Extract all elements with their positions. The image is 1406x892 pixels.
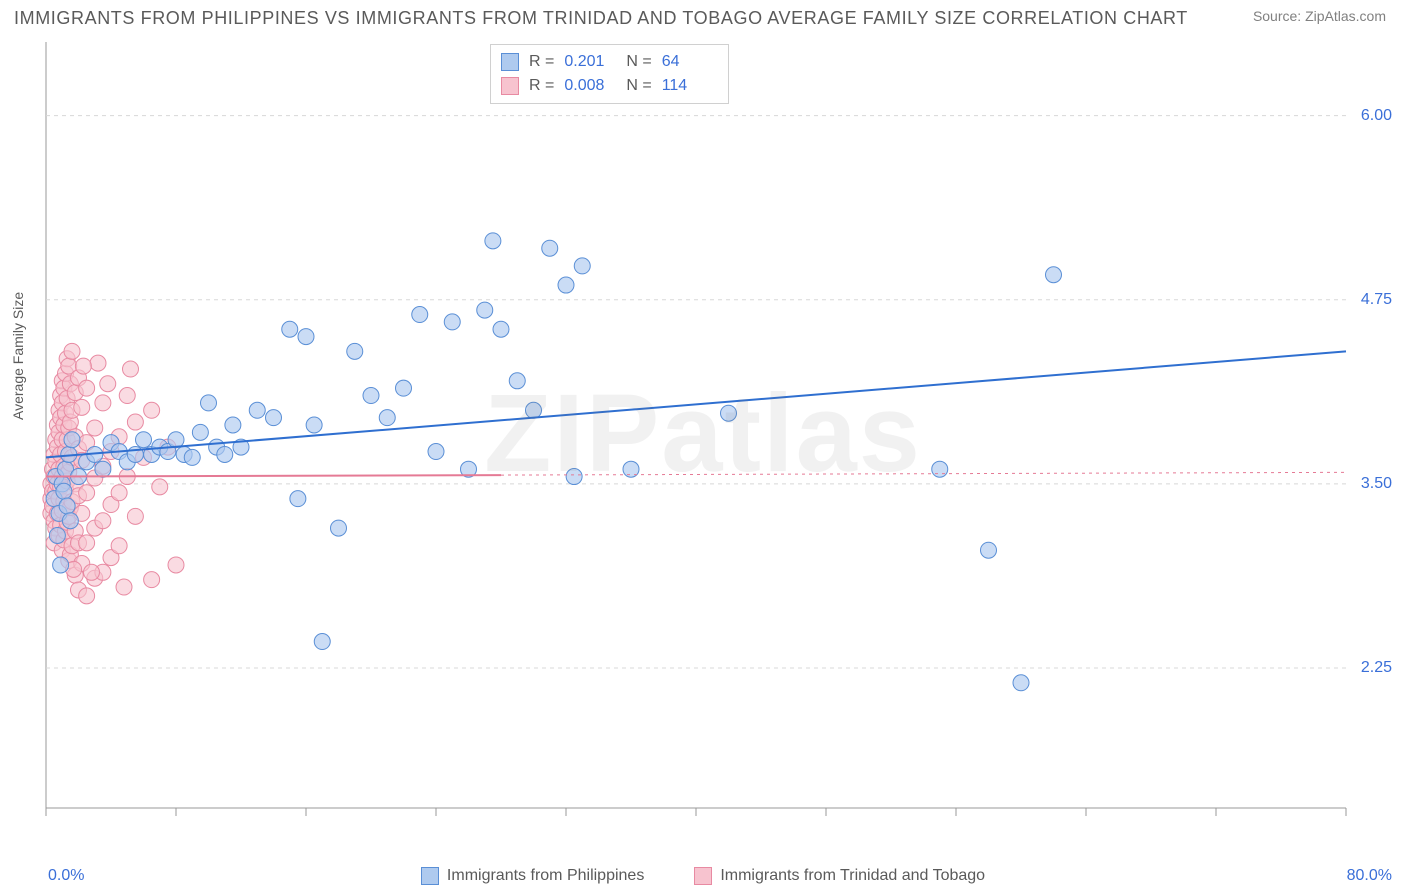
- stats-row-series2: R = 0.008 N = 114: [501, 74, 714, 98]
- correlation-stats-box: R = 0.201 N = 64 R = 0.008 N = 114: [490, 44, 729, 104]
- swatch-series2: [501, 77, 519, 95]
- stat-r-value-1: 0.201: [564, 50, 616, 74]
- legend-label-1: Immigrants from Philippines: [447, 867, 644, 885]
- stat-n-label: N =: [626, 50, 651, 74]
- stat-r-label: R =: [529, 74, 554, 98]
- chart-source: Source: ZipAtlas.com: [1253, 8, 1386, 24]
- chart-header: IMMIGRANTS FROM PHILIPPINES VS IMMIGRANT…: [0, 0, 1406, 29]
- y-axis-label: Average Family Size: [10, 292, 26, 420]
- swatch-series1: [501, 53, 519, 71]
- stat-n-label: N =: [626, 74, 651, 98]
- stat-n-value-2: 114: [662, 74, 714, 98]
- chart-plot-area: [46, 42, 1396, 832]
- stat-r-value-2: 0.008: [564, 74, 616, 98]
- chart-title: IMMIGRANTS FROM PHILIPPINES VS IMMIGRANT…: [14, 8, 1188, 29]
- legend-swatch-1: [421, 867, 439, 885]
- bottom-legend: Immigrants from Philippines Immigrants f…: [0, 867, 1406, 885]
- y-tick-label: 2.25: [1361, 659, 1392, 677]
- scatter-plot-svg: [46, 42, 1346, 808]
- y-tick-label: 3.50: [1361, 475, 1392, 493]
- legend-item-2: Immigrants from Trinidad and Tobago: [694, 867, 985, 885]
- y-tick-label: 6.00: [1361, 107, 1392, 125]
- legend-label-2: Immigrants from Trinidad and Tobago: [720, 867, 985, 885]
- legend-item-1: Immigrants from Philippines: [421, 867, 644, 885]
- stat-r-label: R =: [529, 50, 554, 74]
- y-tick-label: 4.75: [1361, 291, 1392, 309]
- stat-n-value-1: 64: [662, 50, 714, 74]
- stats-row-series1: R = 0.201 N = 64: [501, 50, 714, 74]
- legend-swatch-2: [694, 867, 712, 885]
